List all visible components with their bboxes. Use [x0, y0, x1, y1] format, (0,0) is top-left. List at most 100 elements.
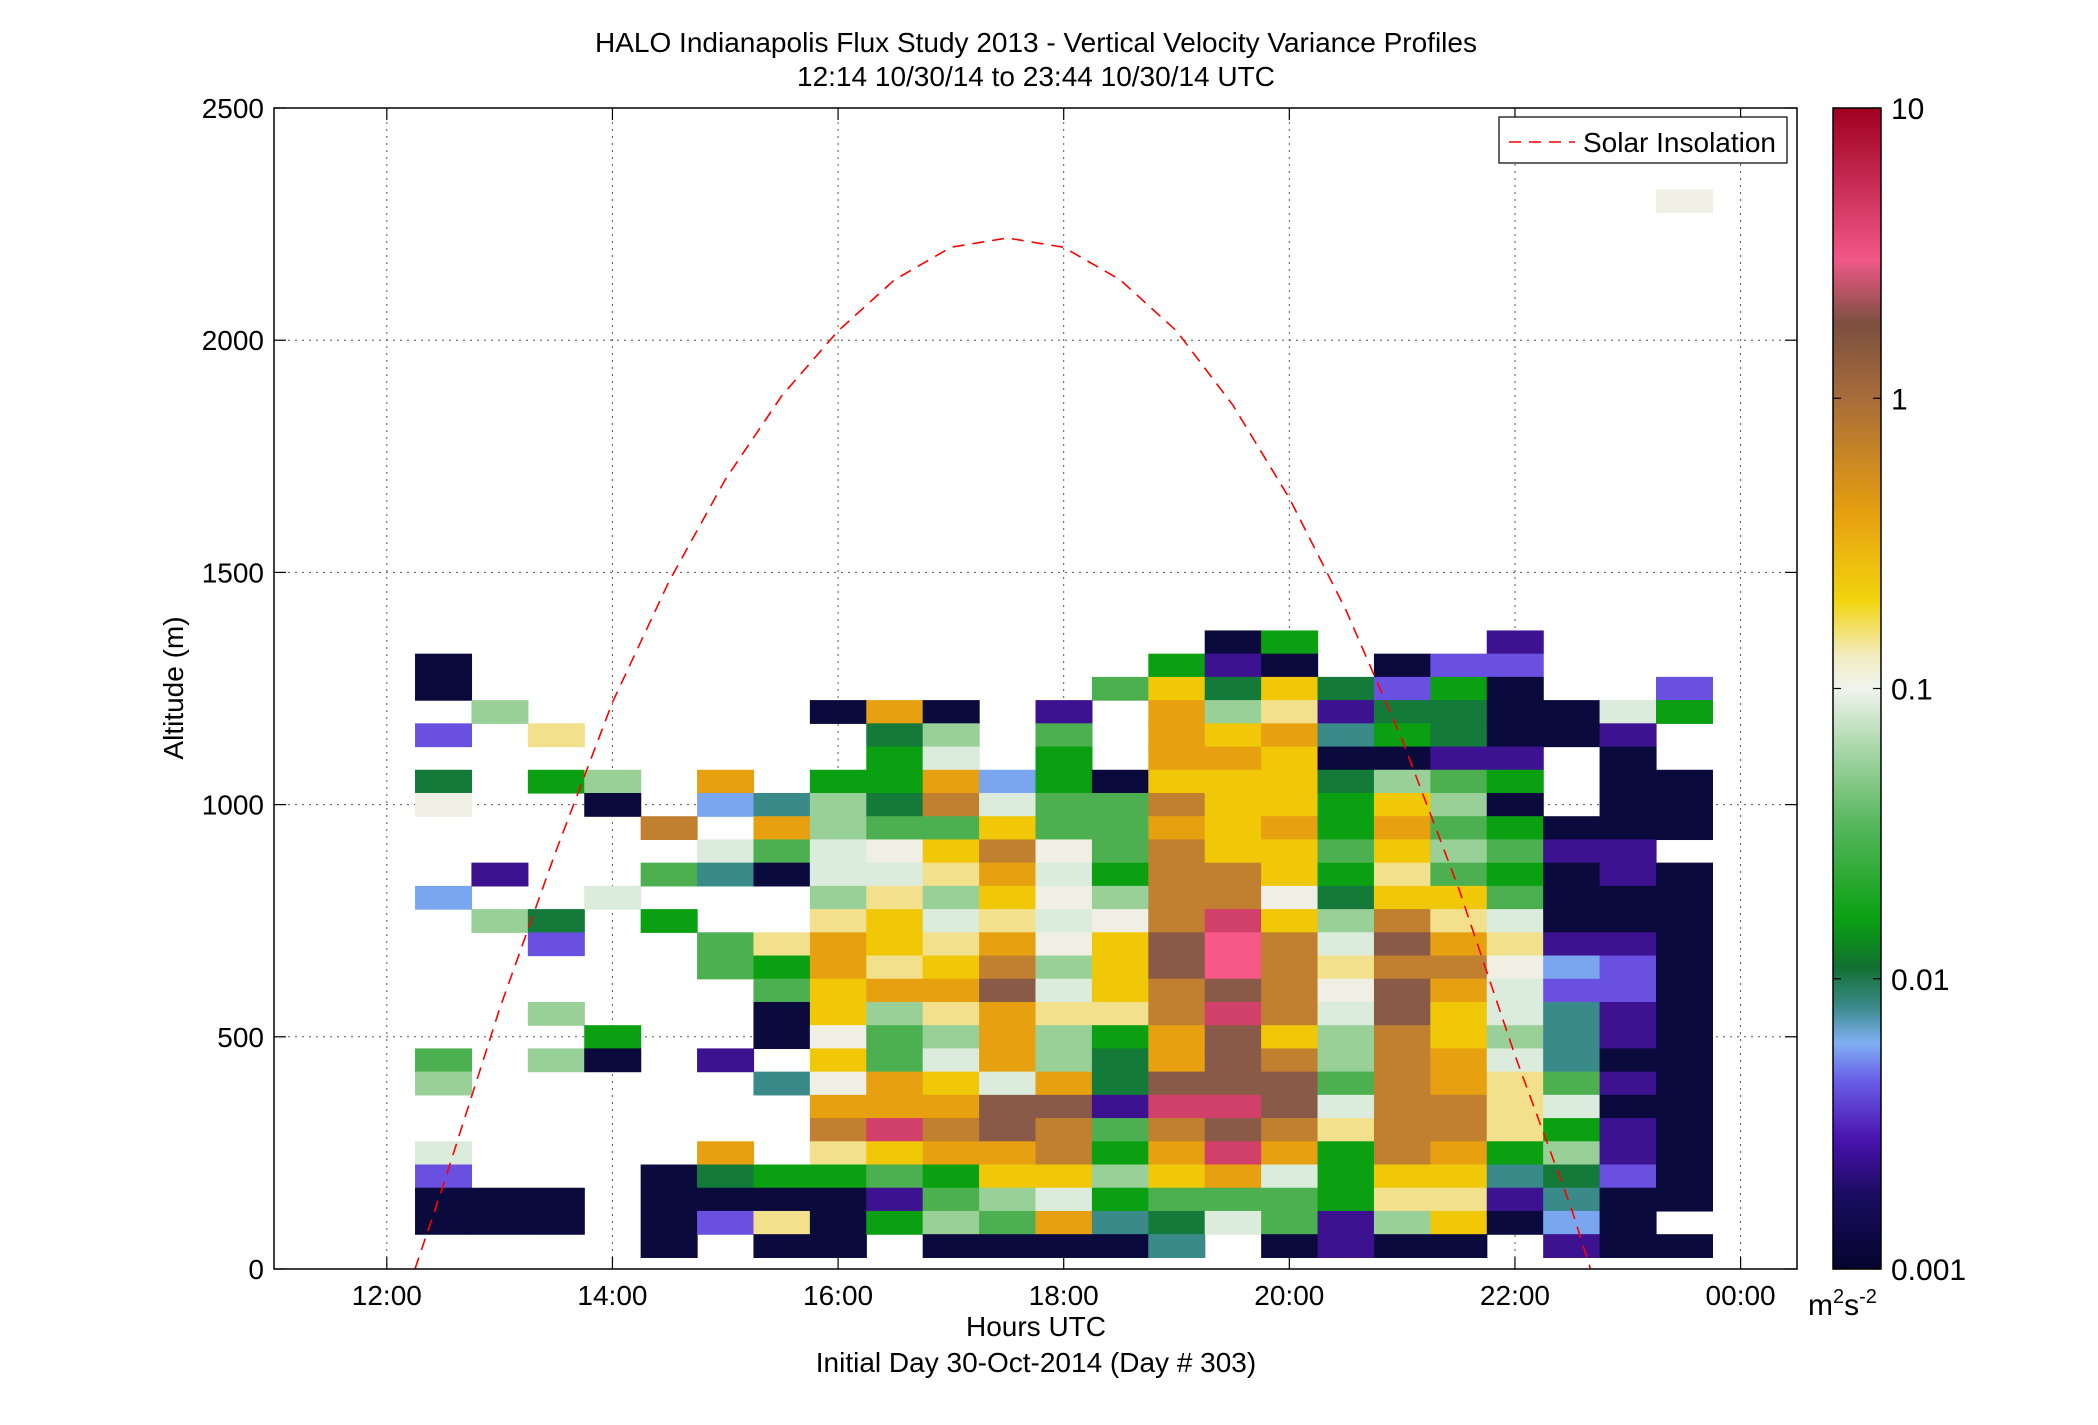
heatmap-cell	[1261, 909, 1319, 933]
heatmap-cell	[1035, 816, 1093, 841]
heatmap-cell	[1261, 862, 1319, 887]
heatmap-cell	[1373, 1187, 1431, 1212]
heatmap-cell	[527, 723, 585, 748]
heatmap-cell	[1599, 862, 1657, 887]
heatmap-cell	[1035, 792, 1093, 817]
heatmap-cell	[697, 1210, 755, 1235]
heatmap-cell	[1317, 885, 1375, 910]
heatmap-cell	[1204, 700, 1262, 724]
heatmap-cell	[753, 1071, 811, 1096]
chart-title: HALO Indianapolis Flux Study 2013 - Vert…	[595, 27, 1477, 58]
heatmap-cell	[922, 1048, 980, 1073]
heatmap-cell	[640, 909, 698, 933]
x-tick-label: 00:00	[1706, 1280, 1776, 1311]
y-axis-label: Altitude (m)	[158, 616, 189, 759]
heatmap-cell	[1204, 746, 1262, 771]
heatmap-cell	[1430, 769, 1488, 794]
heatmap-cell	[1430, 839, 1488, 864]
legend-label-solar: Solar Insolation	[1583, 127, 1776, 158]
heatmap-cell	[922, 1187, 980, 1212]
colorbar: 0.001 0.01 0.1 1 10 m2s-2	[1808, 93, 1966, 1322]
heatmap-cell	[1543, 909, 1601, 933]
heatmap-cell	[1599, 1118, 1657, 1142]
x-axis-label-secondary: Initial Day 30-Oct-2014 (Day # 303)	[816, 1347, 1256, 1378]
heatmap-cell	[1091, 1025, 1149, 1050]
heatmap-cell	[1373, 1118, 1431, 1142]
heatmap-cell	[1486, 1210, 1544, 1235]
heatmap-cell	[1261, 1094, 1319, 1119]
heatmap-cell	[1091, 978, 1149, 1003]
colorbar-tick-label: 0.1	[1891, 674, 1933, 707]
heatmap-cell	[809, 792, 867, 817]
heatmap-cell	[922, 700, 980, 724]
heatmap-cell	[1261, 723, 1319, 748]
heatmap-cell	[809, 816, 867, 841]
heatmap-cell	[1091, 1164, 1149, 1189]
heatmap-cell	[1148, 862, 1206, 887]
heatmap-cell	[1091, 1094, 1149, 1119]
colorbar-tick-label: 10	[1891, 93, 1924, 126]
heatmap-cell	[1373, 700, 1431, 724]
heatmap-cell	[1373, 1141, 1431, 1166]
heatmap-cell	[1543, 723, 1601, 748]
heatmap-cell	[922, 862, 980, 887]
heatmap-cell	[1148, 839, 1206, 864]
heatmap-cell	[1430, 746, 1488, 771]
heatmap-cell	[979, 792, 1037, 817]
heatmap-cell	[1261, 792, 1319, 817]
heatmap-cell	[415, 1071, 473, 1096]
heatmap-cell	[979, 862, 1037, 887]
heatmap-cell	[979, 955, 1037, 980]
heatmap-cell	[1486, 862, 1544, 887]
heatmap-cell	[1543, 1141, 1601, 1166]
heatmap-cell	[1035, 978, 1093, 1003]
heatmap-cell	[979, 839, 1037, 864]
heatmap-cell	[1091, 816, 1149, 841]
heatmap-cell	[1655, 885, 1713, 910]
heatmap-cell	[1091, 676, 1149, 701]
heatmap-cell	[1543, 862, 1601, 887]
heatmap-cell	[415, 1141, 473, 1166]
x-tick-label: 14:00	[577, 1280, 647, 1311]
heatmap-cell	[753, 816, 811, 841]
colorbar-ticks: 0.001 0.01 0.1 1 10	[1833, 93, 1966, 1287]
heatmap-cell	[640, 1234, 698, 1258]
heatmap-cell	[1204, 676, 1262, 701]
heatmap-cell	[1035, 1071, 1093, 1096]
heatmap-cell	[1317, 676, 1375, 701]
heatmap-cell	[1148, 1025, 1206, 1050]
heatmap-cell	[922, 839, 980, 864]
heatmap-cell	[1035, 1164, 1093, 1189]
heatmap-cell	[866, 955, 924, 980]
heatmap-cell	[1430, 1025, 1488, 1050]
heatmap-cell	[1091, 792, 1149, 817]
heatmap-cell	[1543, 932, 1601, 957]
heatmap-cell	[640, 1210, 698, 1235]
heatmap-cell	[1091, 1141, 1149, 1166]
heatmap-cell	[866, 839, 924, 864]
heatmap-cell	[1091, 1118, 1149, 1142]
heatmap-cell	[1035, 1094, 1093, 1119]
heatmap-cell	[1655, 1164, 1713, 1189]
heatmap-cell	[1261, 1141, 1319, 1166]
heatmap-cell	[1148, 1187, 1206, 1212]
heatmap-cell	[922, 1234, 980, 1258]
heatmap-cell	[1543, 700, 1601, 724]
heatmap-cell	[809, 700, 867, 724]
heatmap-cell	[527, 932, 585, 957]
heatmap-cell	[809, 955, 867, 980]
heatmap-cell	[866, 1118, 924, 1142]
heatmap-cell	[1543, 1001, 1601, 1026]
heatmap-cell	[1204, 885, 1262, 910]
heatmap-cell	[1204, 862, 1262, 887]
heatmap-cell	[866, 1025, 924, 1050]
heatmap-cell	[809, 1025, 867, 1050]
heatmap-cell	[922, 932, 980, 957]
y-tick-label: 0	[248, 1254, 264, 1285]
heatmap-cell	[1148, 769, 1206, 794]
heatmap-cell	[640, 862, 698, 887]
heatmap-cell	[1091, 839, 1149, 864]
heatmap-cells	[415, 189, 1713, 1258]
heatmap-cell	[1204, 1094, 1262, 1119]
heatmap-cell	[1317, 1025, 1375, 1050]
